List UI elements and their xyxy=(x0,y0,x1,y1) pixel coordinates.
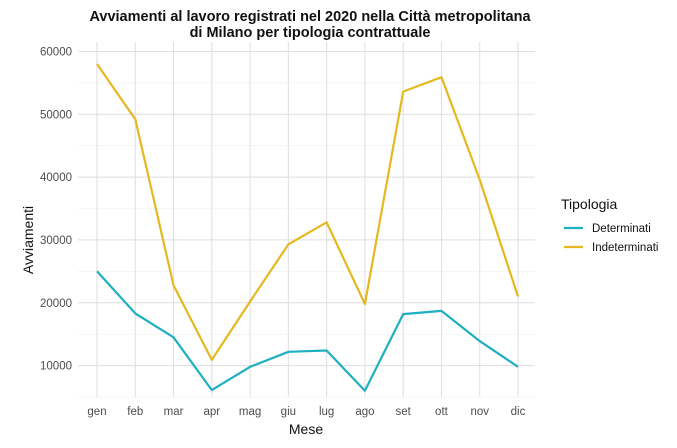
x-tick-label: ago xyxy=(355,406,374,418)
x-tick-label: feb xyxy=(127,406,143,418)
x-tick-label: lug xyxy=(319,406,334,418)
series-lines xyxy=(96,63,520,392)
y-tick-label: 50000 xyxy=(40,109,72,121)
chart-title-line-2: di Milano per tipologia contrattuale xyxy=(189,25,431,41)
legend-label-indeterminati: Indeterminati xyxy=(592,242,658,254)
x-axis-ticks: gen feb mar apr mag giu lug ago set ott nov dic xyxy=(87,406,525,418)
x-tick-label: apr xyxy=(204,406,221,418)
legend-items: Determinati Indeterminati xyxy=(564,223,658,254)
y-tick-label: 40000 xyxy=(40,172,72,184)
x-tick-label: ott xyxy=(435,406,449,418)
y-tick-label: 30000 xyxy=(40,235,72,247)
chart-title: Avviamenti al lavoro registrati nel 2020… xyxy=(30,9,590,41)
x-tick-label: mag xyxy=(239,406,261,418)
x-tick-label: mar xyxy=(164,406,184,418)
grid xyxy=(78,42,535,398)
x-tick-label: gen xyxy=(87,406,106,418)
x-tick-label: nov xyxy=(470,406,489,418)
y-tick-label: 60000 xyxy=(40,46,72,58)
legend-label-determinati: Determinati xyxy=(592,223,651,235)
y-tick-label: 10000 xyxy=(40,361,72,373)
x-tick-label: set xyxy=(396,406,412,418)
y-axis-ticks: 10000 20000 30000 40000 50000 60000 xyxy=(40,46,72,372)
y-axis-title: Avviamenti xyxy=(20,206,36,274)
x-tick-label: giu xyxy=(281,406,296,418)
x-tick-label: dic xyxy=(511,406,526,418)
series-line-determinati xyxy=(96,270,519,392)
series-line-indeterminati xyxy=(96,63,520,361)
y-tick-label: 20000 xyxy=(40,298,72,310)
x-axis-title: Mese xyxy=(289,421,323,437)
legend: Tipologia Determinati Indeterminati xyxy=(561,196,658,254)
legend-title: Tipologia xyxy=(561,196,618,212)
chart-title-line-1: Avviamenti al lavoro registrati nel 2020… xyxy=(89,9,531,25)
